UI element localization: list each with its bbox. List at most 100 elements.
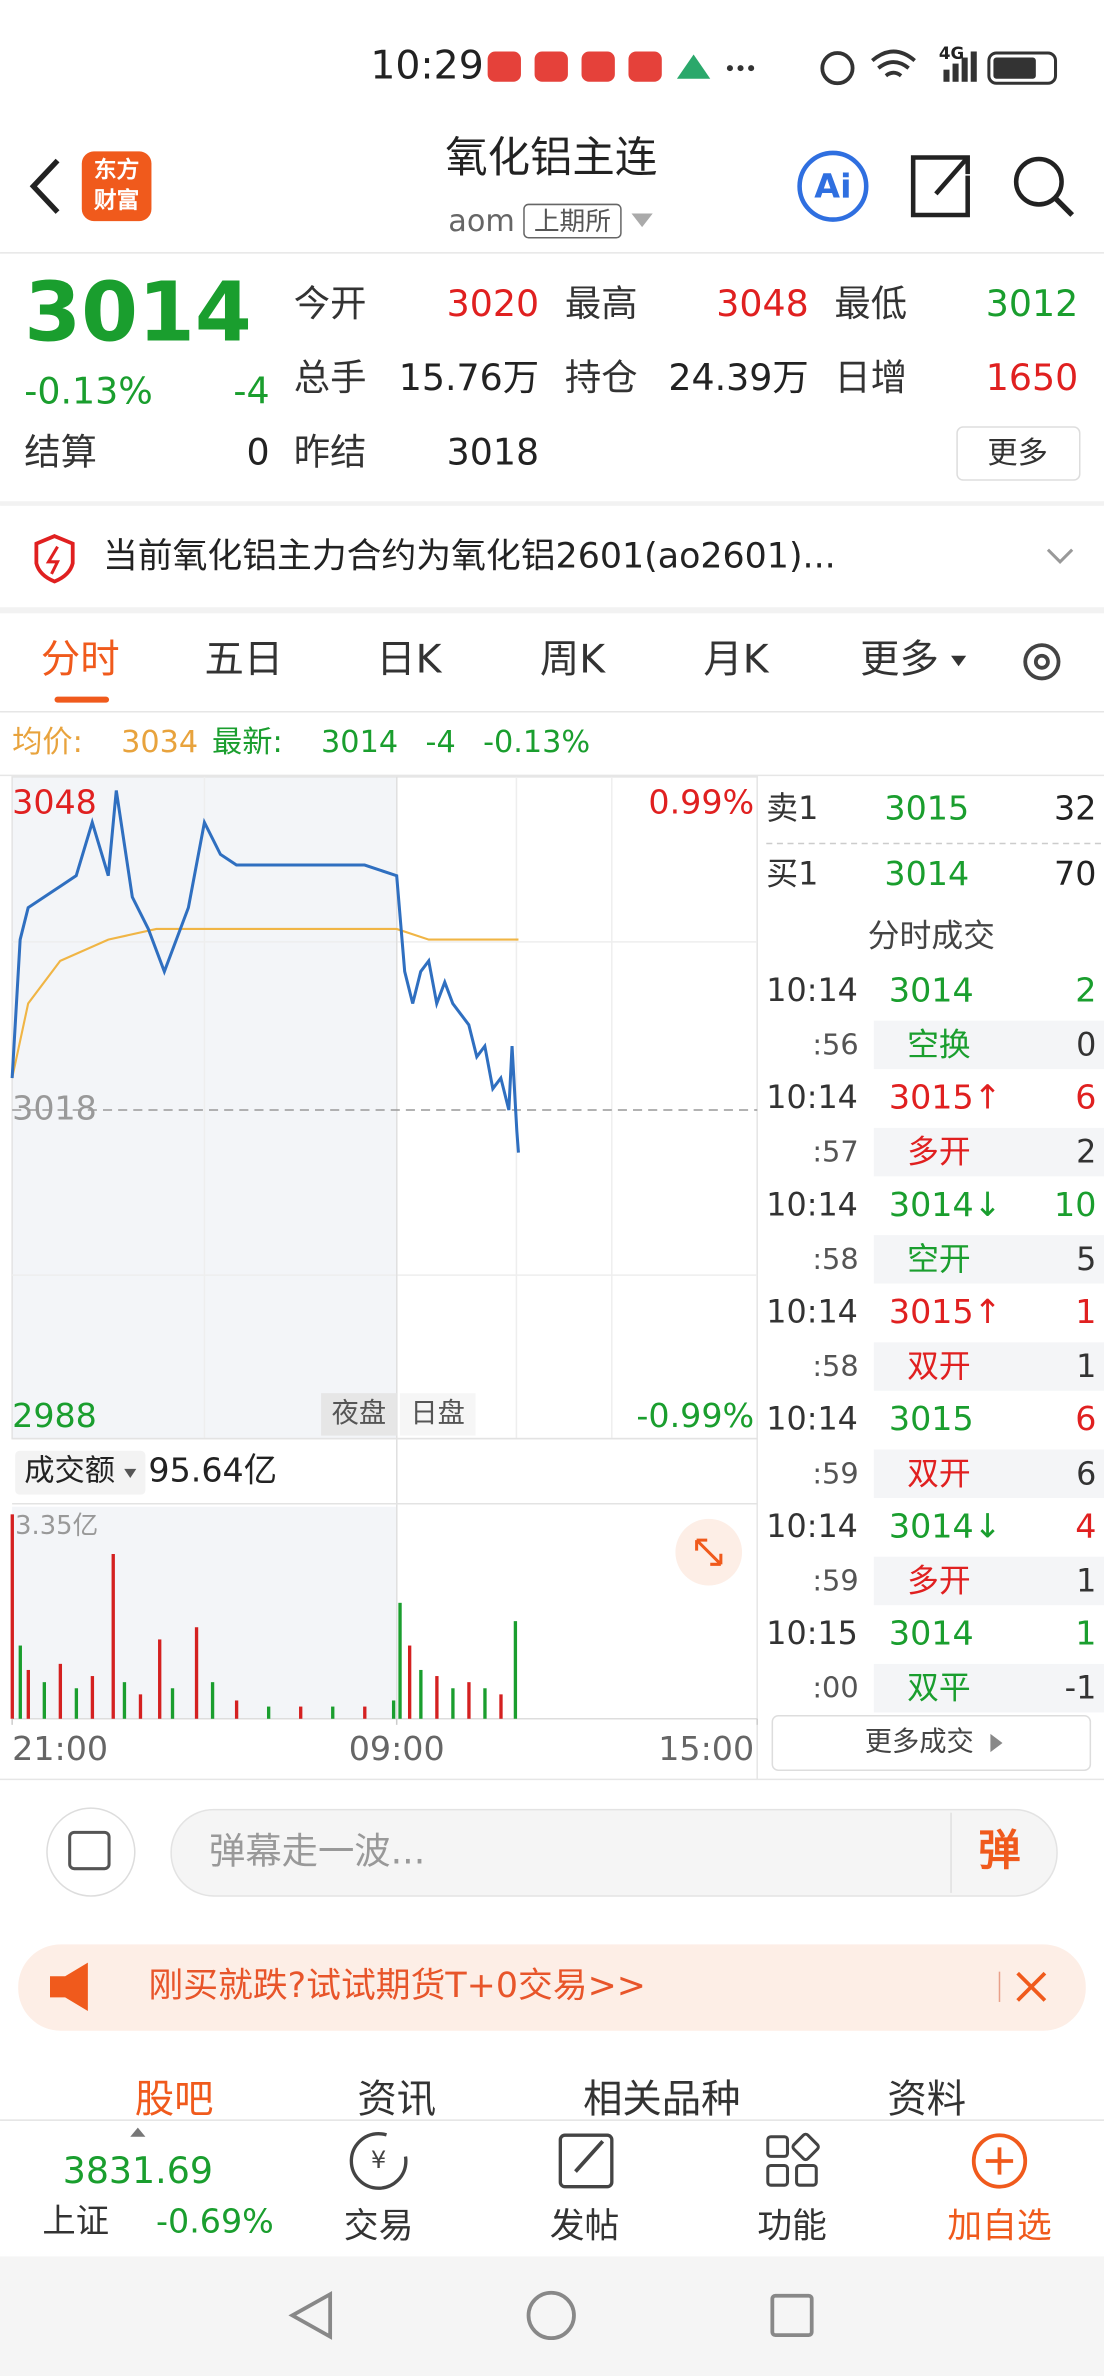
volume-bar — [18, 1645, 22, 1719]
tab[interactable]: 更多 — [860, 636, 939, 682]
volume-bar — [234, 1700, 239, 1719]
function-icon — [766, 2163, 789, 2187]
comment-placeholder[interactable]: 弹幕走一波... — [209, 1830, 425, 1873]
volume-bar — [331, 1706, 335, 1719]
trade-second: :56 — [812, 1027, 858, 1061]
x-tick-label: 15:00 — [658, 1729, 754, 1768]
trade-oi: 1 — [1076, 1348, 1096, 1385]
trade-volume: 6 — [1075, 1399, 1096, 1438]
trade-time: 10:14 — [766, 1079, 858, 1116]
bottom-tab[interactable]: 相关品种 — [583, 2076, 740, 2122]
logo-text: 财富 — [94, 187, 139, 214]
latest-value: 3014 — [321, 725, 398, 760]
system-recent[interactable] — [770, 2293, 814, 2338]
trade-time: 10:14 — [766, 1401, 858, 1438]
signal-bar — [952, 63, 959, 82]
back-button[interactable] — [29, 158, 60, 214]
field-label: 最低 — [834, 282, 907, 325]
y-max-pct: 0.99% — [648, 783, 754, 822]
volume-bar — [158, 1639, 162, 1719]
book-label: 买1 — [766, 855, 818, 892]
settings-button[interactable] — [1023, 643, 1061, 681]
volume-label[interactable]: 成交额 — [24, 1453, 115, 1488]
divider — [0, 501, 1104, 506]
nav-item[interactable]: 功能 — [757, 2207, 827, 2247]
field-value: 24.39万 — [668, 356, 808, 399]
tab[interactable]: 月K — [703, 636, 769, 682]
trade-time: 10:14 — [766, 972, 858, 1009]
field-value: 3018 — [447, 430, 539, 473]
expand-chevron[interactable] — [1046, 548, 1074, 564]
field-label: 昨结 — [294, 430, 367, 473]
close-button[interactable] — [1016, 1971, 1047, 2002]
bottom-tab[interactable]: 股吧 — [135, 2076, 214, 2122]
volume-bar — [499, 1694, 503, 1719]
nav-item[interactable]: 交易 — [344, 2207, 414, 2247]
trade-oi: 6 — [1076, 1455, 1096, 1492]
more-trades-button[interactable] — [771, 1714, 1092, 1772]
volume-bar — [451, 1688, 455, 1719]
search-button[interactable] — [1013, 156, 1064, 207]
volume-bar — [74, 1688, 79, 1719]
more-trades-label[interactable]: 更多成交 — [865, 1727, 974, 1758]
trade-kind-bg — [873, 1449, 1104, 1498]
promo-banner[interactable] — [18, 1944, 1086, 2031]
danmaku-button[interactable]: 弹 — [978, 1826, 1020, 1875]
battery — [987, 51, 1058, 85]
volume-bar — [266, 1706, 271, 1719]
bottom-tab[interactable]: 资讯 — [357, 2076, 436, 2122]
x-tick-label: 09:00 — [349, 1729, 445, 1768]
volume-total: 95.64亿 — [148, 1450, 277, 1489]
notice-text[interactable]: 当前氧化铝主力合约为氧化铝2601(ao2601)... — [103, 536, 836, 576]
trade-kind: 多开 — [907, 1562, 971, 1599]
latest-label: 最新: — [212, 725, 283, 760]
volume-bar — [419, 1669, 423, 1719]
share-button[interactable] — [910, 155, 970, 218]
field-label: 总手 — [294, 356, 367, 399]
function-icon — [791, 2132, 820, 2162]
trade-price: 3015↑ — [889, 1078, 1002, 1117]
shield-bolt — [45, 545, 61, 575]
comment-input[interactable] — [170, 1808, 1058, 1897]
system-home[interactable] — [526, 2290, 576, 2341]
volume-bar — [435, 1676, 439, 1719]
banner-text[interactable]: 刚买就跌?试试期货T+0交易>> — [148, 1966, 646, 2006]
session-tag: 日盘 — [410, 1398, 465, 1429]
ai-label[interactable]: Ai — [814, 166, 851, 205]
more-button[interactable] — [956, 426, 1081, 481]
speed-icon — [820, 51, 855, 86]
avg-label: 均价: — [12, 725, 83, 760]
ai-button[interactable] — [797, 150, 869, 222]
volume-selector[interactable] — [15, 1450, 146, 1495]
network-type: 4G — [939, 44, 964, 63]
signal-bar — [943, 69, 950, 82]
nav-item[interactable]: 加自选 — [947, 2207, 1051, 2247]
tab[interactable]: 五日 — [204, 636, 283, 682]
system-back[interactable] — [288, 2290, 333, 2340]
trade-kind-bg — [873, 1235, 1104, 1284]
bottom-tab[interactable]: 资料 — [887, 2076, 966, 2122]
nav-item[interactable]: 发帖 — [550, 2207, 620, 2247]
trade-price: 3014 — [889, 1614, 974, 1653]
volume-bar — [170, 1688, 175, 1719]
trade-price: 3015 — [889, 1399, 974, 1438]
volume-bar — [42, 1682, 47, 1719]
dropdown-arrow[interactable] — [631, 213, 653, 228]
more-button-label[interactable]: 更多 — [987, 436, 1048, 471]
dropdown-arrow — [951, 655, 967, 667]
tab[interactable]: 周K — [540, 636, 606, 682]
tab[interactable]: 分时 — [41, 636, 120, 682]
trade-oi: 0 — [1076, 1026, 1096, 1063]
volume-bar — [210, 1682, 215, 1719]
trade-volume: 2 — [1075, 970, 1096, 1009]
avg-line — [11, 927, 519, 1079]
volume-bar — [111, 1554, 115, 1719]
comment-icon-button[interactable] — [46, 1807, 136, 1897]
night-session-bg — [12, 1506, 397, 1719]
trade-price: 3014↓ — [889, 1185, 1002, 1224]
dot — [748, 65, 755, 72]
signal-bar — [961, 57, 968, 82]
tab[interactable]: 日K — [376, 636, 442, 682]
field-label: 今开 — [294, 282, 367, 325]
